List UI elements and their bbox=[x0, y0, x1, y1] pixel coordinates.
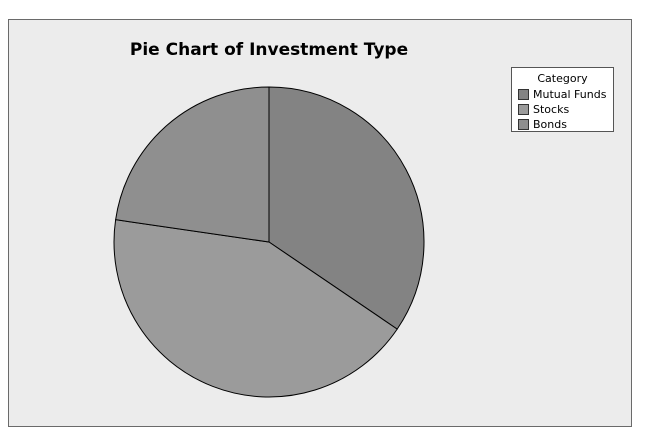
chart-frame: Pie Chart of Investment Type Category Mu… bbox=[8, 19, 632, 427]
legend-swatch-stocks bbox=[518, 104, 529, 115]
legend-swatch-bonds bbox=[518, 119, 529, 130]
legend-label-stocks: Stocks bbox=[533, 103, 570, 116]
chart-title: Pie Chart of Investment Type bbox=[129, 40, 409, 60]
pie-slice-bonds bbox=[115, 86, 270, 243]
legend: Category Mutual Funds Stocks Bonds bbox=[511, 67, 614, 132]
legend-swatch-mutual-funds bbox=[518, 89, 529, 100]
pie-slices bbox=[113, 86, 425, 398]
legend-label-mutual-funds: Mutual Funds bbox=[533, 88, 607, 101]
pie-slice-stocks bbox=[113, 219, 398, 398]
pie-slice-mutual-funds bbox=[268, 86, 425, 330]
legend-title: Category bbox=[537, 72, 588, 85]
legend-label-bonds: Bonds bbox=[533, 118, 567, 131]
pie-chart bbox=[113, 86, 425, 398]
